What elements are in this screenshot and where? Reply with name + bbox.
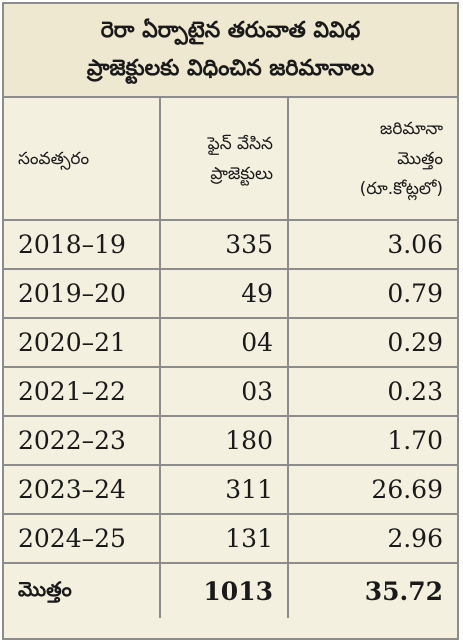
year-cell: 2018–19 [4,220,161,270]
projects-cell: 49 [160,269,289,319]
amount-cell: 3.06 [288,220,457,270]
total-amount: 35.72 [364,576,443,606]
table-row: 2024–25 131 2.96 [4,514,457,564]
amount-cell: 2.96 [288,514,457,564]
penalties-table: సంవత్సరం ఫైన్ వేసిన ప్రాజెక్టులు జరిమానా… [4,98,457,618]
title-line-1: రెరా ఏర్పాటైన తరువాత వివిధ [100,18,361,43]
amount-cell: 0.23 [288,367,457,417]
projects-cell: 335 [160,220,289,270]
year-cell: 2019–20 [4,269,161,319]
header-amount: జరిమానా మొత్తం (రూ.కోట్లలో) [288,98,457,221]
projects-cell: 311 [160,465,289,515]
table-row: 2021–22 03 0.23 [4,367,457,417]
table-title: రెరా ఏర్పాటైన తరువాత వివిధ ప్రాజెక్టులకు… [4,4,457,98]
table-row: 2019–20 49 0.79 [4,269,457,319]
total-label: మొత్తం [4,563,161,618]
year-cell: 2020–21 [4,318,161,368]
header-row: సంవత్సరం ఫైన్ వేసిన ప్రాజెక్టులు జరిమానా… [4,98,457,221]
header-projects-line-2: ప్రాజెక్టులు [210,163,273,184]
year-cell: 2023–24 [4,465,161,515]
table-row: 2018–19 335 3.06 [4,220,457,270]
amount-cell: 0.29 [288,318,457,368]
penalties-table-card: రెరా ఏర్పాటైన తరువాత వివిధ ప్రాజెక్టులకు… [2,2,459,640]
projects-cell: 03 [160,367,289,417]
total-projects: 1013 [160,563,289,618]
amount-cell: 1.70 [288,416,457,466]
header-year-label: సంవత్సరం [18,148,90,169]
header-amount-line-3: (రూ.కోట్లలో) [359,178,443,199]
year-cell: 2021–22 [4,367,161,417]
header-year: సంవత్సరం [4,98,161,221]
projects-cell: 131 [160,514,289,564]
table-row: 2020–21 04 0.29 [4,318,457,368]
title-line-2: ప్రాజెక్టులకు విధించిన జరిమానాలు [86,56,375,81]
amount-cell: 26.69 [288,465,457,515]
header-projects-line-1: ఫైన్ వేసిన [207,133,273,154]
table-row: 2023–24 311 26.69 [4,465,457,515]
table-row: 2022–23 180 1.70 [4,416,457,466]
header-amount-line-1: జరిమానా [379,118,443,139]
year-cell: 2024–25 [4,514,161,564]
projects-cell: 180 [160,416,289,466]
year-cell: 2022–23 [4,416,161,466]
amount-cell: 0.79 [288,269,457,319]
total-row: మొత్తం 1013 35.72 [4,563,457,618]
projects-cell: 04 [160,318,289,368]
header-projects: ఫైన్ వేసిన ప్రాజెక్టులు [160,98,289,221]
header-amount-line-2: మొత్తం [397,148,443,169]
